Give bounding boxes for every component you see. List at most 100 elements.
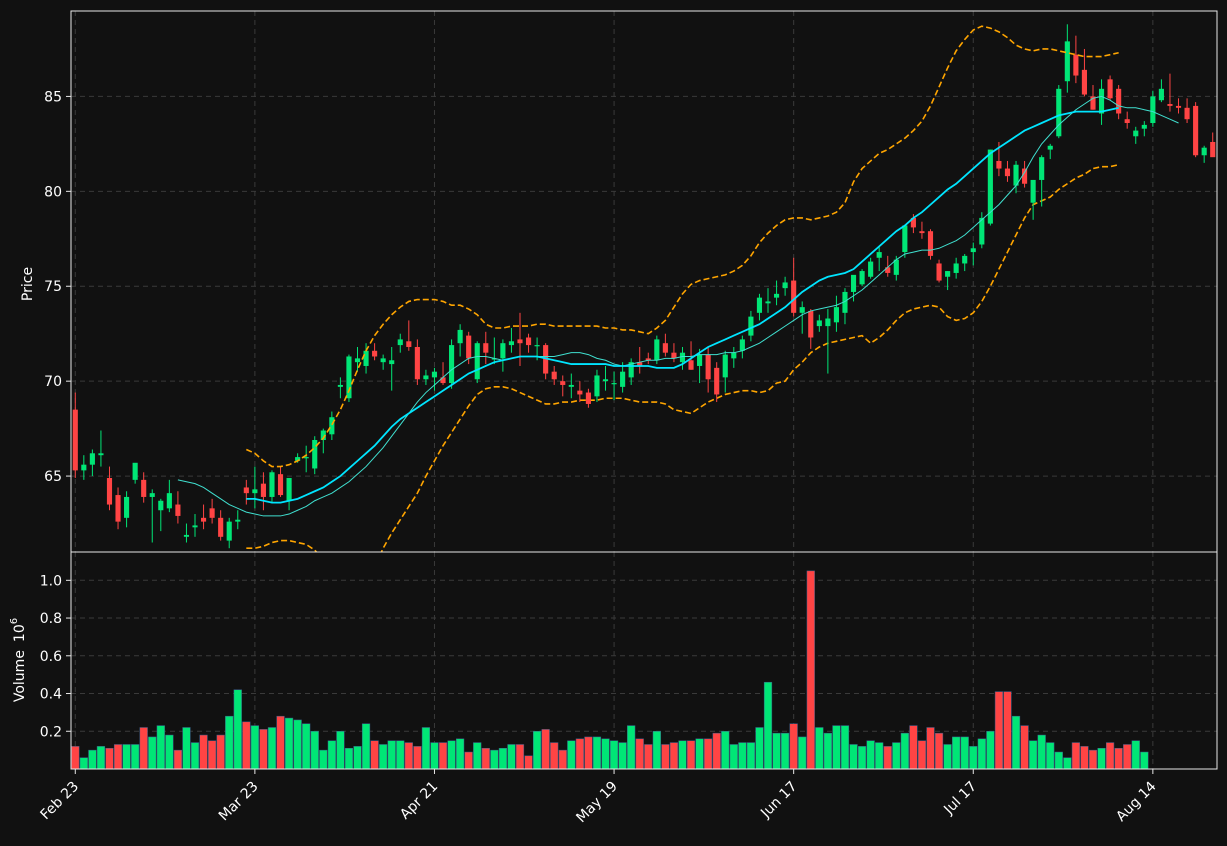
price-plot-area	[71, 11, 1217, 552]
volume-bar	[943, 744, 952, 770]
volume-bar	[173, 749, 183, 770]
candle-body	[1210, 141, 1216, 158]
candle	[81, 455, 87, 480]
volume-bar	[618, 742, 627, 770]
candle	[1013, 160, 1019, 194]
candle-body	[645, 358, 651, 361]
candle-body	[842, 291, 848, 313]
price-overlays	[177, 25, 1179, 517]
candle-body	[1013, 164, 1019, 186]
candle	[876, 246, 882, 272]
candle	[1090, 85, 1096, 110]
volume-bar	[840, 725, 850, 770]
volume-bar	[387, 740, 396, 770]
candle-body	[235, 519, 241, 522]
candle-body	[1047, 145, 1053, 150]
volume-bar	[1088, 749, 1098, 770]
volume-bar	[344, 747, 354, 770]
candle-body	[525, 337, 532, 346]
price-panel: 65 70 75 80 85 Price	[20, 10, 1218, 553]
candle-body	[354, 358, 361, 363]
volume-bar	[917, 740, 927, 770]
candle-body	[337, 384, 343, 387]
candle	[628, 358, 634, 385]
candle-body	[449, 345, 455, 384]
candle-body	[474, 343, 480, 380]
candle-body	[226, 521, 232, 541]
candle	[286, 477, 292, 511]
candle-body	[98, 453, 104, 456]
volume-bar	[977, 738, 986, 770]
candle-body	[602, 379, 609, 382]
candle-body	[791, 280, 797, 313]
volume-bar	[199, 734, 208, 770]
candle	[945, 271, 951, 291]
candle-body	[799, 307, 805, 313]
candle-body	[149, 493, 155, 497]
candle	[765, 288, 771, 313]
volume-panel: 0.2 0.4 0.6 0.8 1.0 Volume 106	[9, 551, 1218, 770]
volume-bar	[327, 740, 336, 770]
candle	[577, 381, 583, 403]
volume-bar	[481, 747, 490, 770]
candle-body	[1073, 54, 1079, 76]
volume-bar	[926, 727, 935, 770]
candle-body	[363, 350, 369, 366]
candle	[226, 517, 232, 549]
candle-body	[72, 409, 78, 471]
candle	[457, 324, 463, 357]
volume-bar	[302, 723, 311, 770]
price-tick-label: 70	[44, 374, 62, 390]
candle	[919, 221, 925, 239]
volume-bar	[1080, 746, 1089, 770]
candle-body	[833, 307, 839, 323]
candle	[1073, 35, 1079, 84]
candle-body	[620, 371, 626, 387]
candle-body	[243, 487, 249, 494]
volume-bar	[738, 742, 747, 770]
candle-body	[1081, 69, 1087, 95]
candle	[320, 428, 326, 454]
candle	[568, 373, 574, 399]
volume-bar	[105, 747, 114, 770]
candle	[902, 225, 908, 258]
candle	[175, 491, 181, 524]
candle	[970, 242, 976, 266]
candle-body	[945, 271, 951, 277]
candle	[1141, 121, 1147, 137]
candle	[508, 328, 514, 353]
volume-bar	[815, 727, 824, 770]
candle	[671, 343, 677, 363]
candle	[218, 510, 224, 541]
volume-bar	[1029, 740, 1038, 770]
candle	[183, 523, 190, 543]
candle	[354, 346, 361, 372]
volume-bar	[148, 736, 157, 770]
volume-bar	[1131, 740, 1140, 770]
candle	[346, 354, 352, 403]
volume-bar	[601, 738, 610, 770]
candle	[859, 269, 865, 287]
volume-bar	[575, 738, 584, 770]
candle	[748, 310, 754, 342]
candle-body	[979, 217, 985, 245]
candle-body	[1098, 88, 1105, 114]
candle	[269, 470, 275, 503]
candle-body	[705, 354, 711, 380]
volume-bar	[310, 731, 319, 770]
candle	[1098, 79, 1105, 125]
volume-bar	[627, 725, 636, 770]
candle	[791, 257, 797, 317]
candle	[312, 436, 318, 475]
volume-bar	[789, 723, 798, 770]
candle-body	[115, 495, 121, 522]
volume-bar	[746, 742, 755, 770]
candle-body	[183, 534, 190, 537]
volume-bar	[1011, 715, 1021, 770]
candle	[1158, 79, 1164, 103]
volume-bar	[609, 740, 619, 770]
candle-body	[1030, 179, 1036, 203]
candle	[483, 331, 489, 365]
candle-body	[688, 360, 694, 370]
